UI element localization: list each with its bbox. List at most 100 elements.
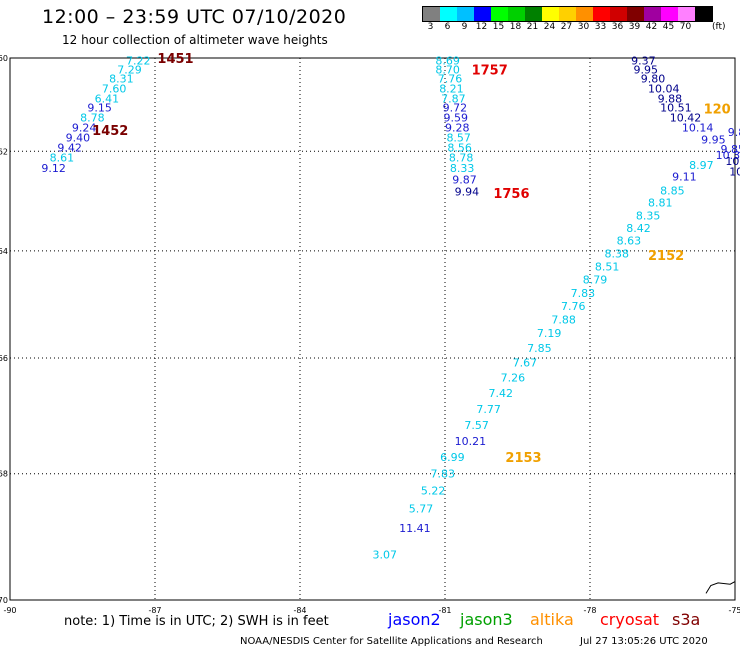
legend-label: 42 bbox=[645, 22, 658, 32]
wave-height-value: 6.99 bbox=[440, 451, 465, 464]
mission-label-jason3: jason3 bbox=[460, 610, 513, 629]
wave-height-value: 7.29 bbox=[117, 63, 142, 76]
wave-height-value: 9.88 bbox=[658, 92, 683, 105]
legend-swatch bbox=[661, 7, 678, 21]
wave-height-value: 8.70 bbox=[435, 63, 460, 76]
wave-height-value: 9.28 bbox=[445, 121, 470, 134]
wave-height-value: 9.72 bbox=[443, 102, 468, 115]
wave-height-value: 8.42 bbox=[626, 222, 651, 235]
legend-label: 45 bbox=[662, 22, 675, 32]
wave-height-value: 9.24 bbox=[72, 121, 97, 134]
map-frame-border bbox=[9, 57, 736, 601]
wave-height-value: 9.37 bbox=[631, 54, 656, 67]
wave-height-value: 8.31 bbox=[109, 72, 134, 85]
legend-swatch bbox=[644, 7, 661, 21]
wave-height-value: 8.79 bbox=[583, 274, 608, 287]
wave-height-value: 10.36 bbox=[716, 149, 740, 162]
latitude-tick-label: -60 bbox=[0, 54, 8, 63]
legend-swatch bbox=[610, 7, 627, 21]
wave-height-value: 8.69 bbox=[435, 54, 460, 67]
mission-label-s3a: s3a bbox=[672, 610, 701, 629]
wave-height-value: 8.35 bbox=[636, 209, 661, 222]
legend-label: 24 bbox=[543, 22, 556, 32]
wave-height-value: 7.42 bbox=[489, 387, 514, 400]
wave-height-value: 10.04 bbox=[648, 83, 680, 96]
mission-label-altika: altika bbox=[530, 610, 574, 629]
legend-swatch bbox=[627, 7, 644, 21]
legend-label: 6 bbox=[444, 22, 451, 32]
wave-height-value: 7.60 bbox=[102, 83, 127, 96]
legend-swatch bbox=[559, 7, 576, 21]
latitude-tick-label: -70 bbox=[0, 596, 8, 605]
wave-height-value: 7.22 bbox=[126, 54, 151, 67]
wave-height-value: 8.85 bbox=[660, 184, 685, 197]
wave-height-value: 8.38 bbox=[605, 248, 630, 261]
latitude-tick-label: -64 bbox=[0, 247, 8, 256]
wave-height-value: 7.76 bbox=[561, 300, 586, 313]
wave-height-value: 8.97 bbox=[689, 159, 714, 172]
pass-time-label: 2153 bbox=[505, 451, 541, 466]
legend-label: 21 bbox=[526, 22, 539, 32]
wave-height-value: 7.87 bbox=[441, 92, 466, 105]
legend-swatch bbox=[508, 7, 525, 21]
legend-label: 12 bbox=[475, 22, 488, 32]
pass-time-label: 120 bbox=[704, 103, 731, 118]
wave-height-value: 7.83 bbox=[431, 468, 456, 481]
longitude-tick-label: -84 bbox=[293, 606, 306, 615]
pass-time-label: 2152 bbox=[648, 249, 684, 264]
legend-label: 18 bbox=[509, 22, 522, 32]
wave-height-value: 7.85 bbox=[527, 342, 552, 355]
legend-swatch bbox=[491, 7, 508, 21]
map-note: note: 1) Time is in UTC; 2) SWH is in fe… bbox=[64, 614, 329, 629]
wave-height-value: 10.51 bbox=[660, 102, 692, 115]
legend-swatch bbox=[423, 7, 440, 21]
wave-height-value: 8.81 bbox=[648, 197, 673, 210]
latitude-tick-label: -68 bbox=[0, 470, 8, 479]
generated-timestamp: Jul 27 13:05:26 UTC 2020 bbox=[580, 636, 708, 647]
wave-height-value: 9.85 bbox=[721, 143, 740, 156]
wave-height-value: 10.14 bbox=[682, 121, 714, 134]
wave-height-value: 6.41 bbox=[95, 92, 120, 105]
wave-height-value: 5.77 bbox=[409, 503, 434, 516]
longitude-tick-label: -87 bbox=[148, 606, 161, 615]
wave-height-value: 9.15 bbox=[87, 102, 112, 115]
legend-swatch bbox=[440, 7, 457, 21]
wave-height-value: 7.88 bbox=[551, 314, 576, 327]
wave-height-value: 9.95 bbox=[701, 133, 726, 146]
legend-label: 70 bbox=[679, 22, 692, 32]
map-subtitle: 12 hour collection of altimeter wave hei… bbox=[62, 33, 328, 47]
latitude-tick-label: -62 bbox=[0, 147, 8, 156]
wave-height-value: 10. bbox=[725, 155, 740, 168]
longitude-tick-label: -75 bbox=[728, 606, 740, 615]
color-scale-legend bbox=[422, 6, 713, 22]
wave-height-value: 9.42 bbox=[57, 141, 82, 154]
wave-height-value: 8.56 bbox=[447, 141, 472, 154]
longitude-tick-label: -78 bbox=[583, 606, 596, 615]
longitude-tick-label: -81 bbox=[438, 606, 451, 615]
wave-height-value: 9.11 bbox=[672, 171, 697, 184]
wave-height-value: 7.83 bbox=[571, 287, 596, 300]
wave-height-value: 9.12 bbox=[41, 162, 66, 175]
wave-height-value: 8.51 bbox=[595, 260, 620, 273]
legend-swatch bbox=[474, 7, 491, 21]
legend-label: 39 bbox=[628, 22, 641, 32]
wave-height-value: 9.87 bbox=[452, 173, 477, 186]
mission-label-jason2: jason2 bbox=[388, 610, 441, 629]
pass-time-label: 1451 bbox=[157, 52, 193, 67]
legend-swatch bbox=[576, 7, 593, 21]
wave-height-value: 7.76 bbox=[438, 72, 463, 85]
legend-swatch bbox=[593, 7, 610, 21]
wave-height-map: -60 -62 -64 -66 -68 -70-90 -87 -84 -81 -78 -75 7.22… bbox=[0, 52, 740, 615]
legend-label: 9 bbox=[461, 22, 468, 32]
pass-time-label: 1756 bbox=[493, 187, 529, 202]
legend-swatch bbox=[542, 7, 559, 21]
wave-height-value: 8.33 bbox=[450, 162, 475, 175]
legend-swatch bbox=[695, 7, 712, 21]
mission-label-cryosat: cryosat bbox=[600, 610, 660, 629]
legend-label: 3 bbox=[427, 22, 434, 32]
wave-height-value: 9.8 bbox=[728, 126, 740, 139]
wave-height-value: 9.59 bbox=[444, 111, 469, 124]
wave-height-value: 9.94 bbox=[455, 185, 480, 198]
legend-unit: (ft) bbox=[712, 22, 726, 32]
legend-swatch bbox=[678, 7, 695, 21]
